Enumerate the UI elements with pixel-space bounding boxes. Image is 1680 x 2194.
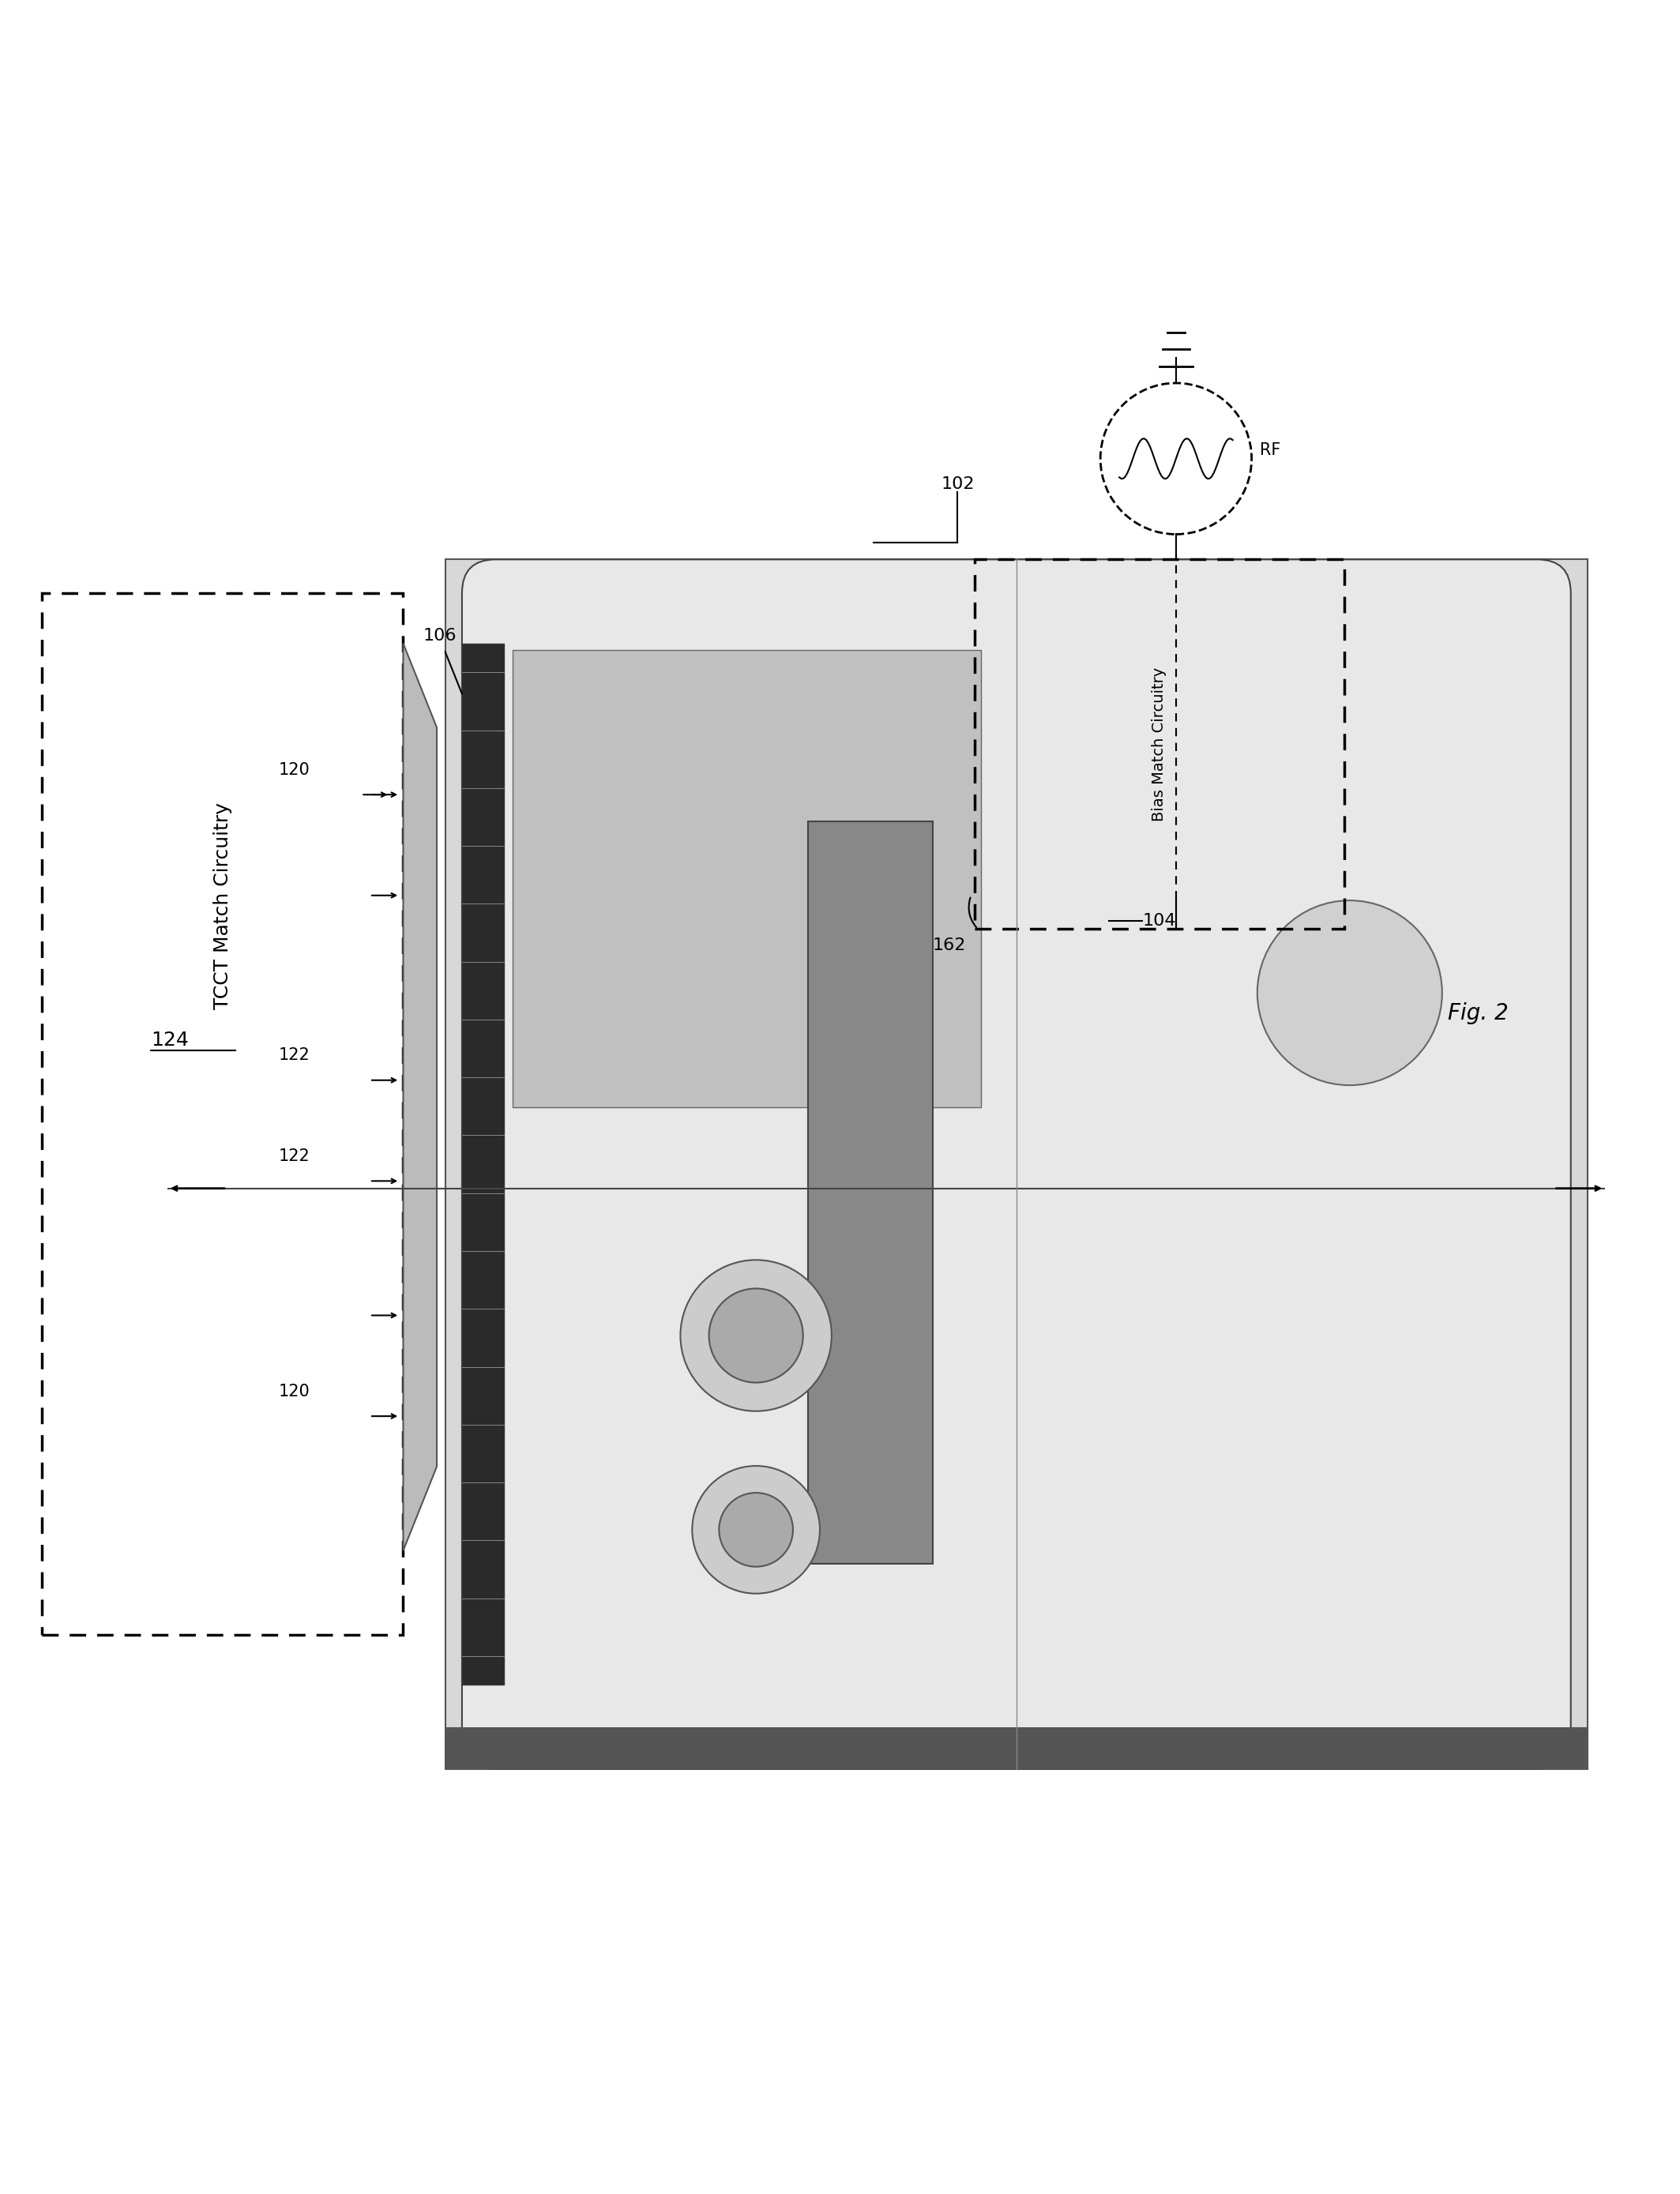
Circle shape <box>1257 900 1441 1086</box>
FancyBboxPatch shape <box>445 559 1588 1768</box>
Text: 120: 120 <box>279 1384 309 1400</box>
FancyBboxPatch shape <box>808 821 932 1564</box>
Bar <box>445 1727 1588 1768</box>
Text: 104: 104 <box>1142 913 1176 928</box>
FancyBboxPatch shape <box>462 559 1571 1768</box>
Circle shape <box>680 1259 832 1411</box>
Text: 122: 122 <box>279 1047 309 1064</box>
Text: 122: 122 <box>279 1147 309 1165</box>
Text: 106: 106 <box>423 627 457 643</box>
Text: Bias Match Circuitry: Bias Match Circuitry <box>1152 667 1166 821</box>
Polygon shape <box>403 643 437 1551</box>
Text: 120: 120 <box>279 761 309 777</box>
Circle shape <box>1100 384 1252 535</box>
FancyArrowPatch shape <box>969 897 976 928</box>
Text: TCCT Match Circuitry: TCCT Match Circuitry <box>213 803 232 1009</box>
Text: 162: 162 <box>932 937 966 952</box>
Circle shape <box>692 1466 820 1593</box>
Text: 102: 102 <box>941 476 974 491</box>
Bar <box>462 643 504 1685</box>
FancyBboxPatch shape <box>512 649 981 1108</box>
Circle shape <box>709 1288 803 1382</box>
Text: Fig. 2: Fig. 2 <box>1448 1003 1509 1025</box>
Circle shape <box>719 1492 793 1567</box>
Text: RF: RF <box>1260 443 1280 459</box>
Text: 124: 124 <box>151 1031 190 1049</box>
